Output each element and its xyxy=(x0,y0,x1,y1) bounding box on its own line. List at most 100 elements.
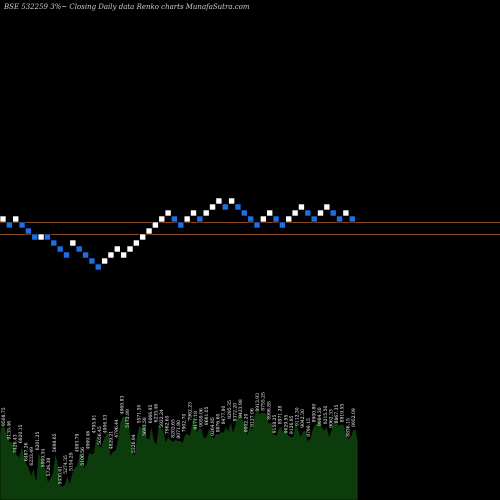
renko-brick-up xyxy=(209,203,216,211)
volume-label: 5869.34 xyxy=(41,449,47,468)
reference-lines xyxy=(0,222,500,235)
renko-brick-up xyxy=(164,209,172,217)
renko-brick-down xyxy=(272,215,280,223)
renko-brick-up xyxy=(183,215,191,223)
renko-brick-down xyxy=(88,257,96,265)
volume-label: 8661.05 xyxy=(204,406,210,425)
volume-label: 5106.56 xyxy=(80,447,86,466)
volume-label: 9029.95 xyxy=(283,414,289,433)
volume-label: 8952.09 xyxy=(351,408,357,427)
renko-brick-up xyxy=(298,203,305,211)
renko-brick-down xyxy=(25,227,32,235)
renko-brick-down xyxy=(177,221,185,229)
renko-brick-up xyxy=(139,233,146,241)
volume-label: 8799.15 xyxy=(306,418,312,437)
volume-label: 9158.25 xyxy=(272,414,278,433)
renko-brick-down xyxy=(253,221,261,229)
renko-brick-down xyxy=(279,221,286,229)
volume-label: 9062.33 xyxy=(328,409,334,428)
volume-label: 4969.83 xyxy=(120,396,126,415)
renko-brick-up xyxy=(120,251,127,259)
volume-label: 9002.20 xyxy=(244,414,250,433)
renko-brick-up xyxy=(260,215,267,223)
volume-label: 5693.58 xyxy=(142,417,148,436)
volume-label: 8372.20 xyxy=(232,403,238,422)
volume-label: 8477.80 xyxy=(221,405,227,424)
volume-label: 9508.75 xyxy=(1,407,7,426)
renko-brick-down xyxy=(329,209,337,217)
chart-title: BSE 532259 3%~ Closing Daily data Renko … xyxy=(3,3,250,11)
renko-brick-up xyxy=(107,251,115,259)
renko-brick-down xyxy=(44,233,51,241)
volume-label: 4829.21 xyxy=(108,431,114,450)
volume-label: 8913.93 xyxy=(255,393,261,412)
renko-brick-down xyxy=(171,215,178,223)
volume-label: 7962.65 xyxy=(165,415,171,434)
renko-brick-up xyxy=(202,209,210,217)
renko-brick-up xyxy=(215,197,223,205)
renko-brick-down xyxy=(310,215,318,223)
volume-label: 6487.26 xyxy=(24,442,30,461)
renko-brick-down xyxy=(75,245,83,253)
renko-brick-up xyxy=(291,209,299,217)
renko-brick-down xyxy=(18,221,26,229)
volume-label: 8819.55 xyxy=(340,404,346,423)
renko-brick-up xyxy=(323,203,331,211)
renko-brick-down xyxy=(56,245,64,253)
renko-brick-down xyxy=(50,239,58,247)
volume-label: 7902.70 xyxy=(182,414,188,433)
volume-label: 8071.80 xyxy=(176,420,182,439)
volume-label: 8755.25 xyxy=(261,392,267,411)
volume-label: 4795.81 xyxy=(91,414,97,433)
volume-label: 6920.15 xyxy=(18,424,24,443)
renko-brick-up xyxy=(0,215,7,223)
renko-brick-up xyxy=(285,215,293,223)
renko-brick-up xyxy=(266,209,274,217)
volume-label: 5922.24 xyxy=(159,409,165,428)
volume-label: 6233.49 xyxy=(29,447,35,466)
volume-label: 8900.80 xyxy=(311,404,317,423)
renko-brick-down xyxy=(221,203,229,211)
volume-label: 8202.65 xyxy=(170,419,176,438)
renko-brick-down xyxy=(336,215,343,223)
volume-label: 8971.28 xyxy=(278,405,284,424)
volume-label: 4796.44 xyxy=(114,419,120,438)
volume-label: 9171.18 xyxy=(193,411,199,430)
volume-label: 5698.65 xyxy=(52,433,58,452)
volume-label: 9059.06 xyxy=(199,408,205,427)
renko-brick-up xyxy=(114,245,121,253)
volume-label: 6201.25 xyxy=(35,432,41,451)
volume-label: 6235.46 xyxy=(153,404,159,423)
volume-label: 5274.35 xyxy=(63,455,69,474)
volume-label: 8295.35 xyxy=(227,400,233,419)
renko-brick-up xyxy=(133,239,140,247)
volume-label: 9084.30 xyxy=(317,407,323,426)
volume-area xyxy=(0,410,359,500)
renko-brick-down xyxy=(241,209,248,217)
renko-brick-down xyxy=(6,221,13,229)
renko-brick-down xyxy=(304,209,312,217)
volume-label: 9264.85 xyxy=(210,417,216,436)
renko-brick-up xyxy=(69,239,77,247)
renko-brick-up xyxy=(152,221,159,229)
volume-label: 7962.23 xyxy=(187,402,193,421)
volume-label: 4906.53 xyxy=(103,414,109,433)
volume-label: 9215.50 xyxy=(323,405,329,424)
volume-label: 9135.46 xyxy=(7,421,13,440)
volume-label: 5430.61 xyxy=(57,466,63,485)
volume-label: 8676.60 xyxy=(216,414,222,433)
renko-brick-up xyxy=(145,227,153,235)
renko-brick-up xyxy=(101,257,108,265)
renko-brick-down xyxy=(234,203,242,211)
renko-brick-up xyxy=(228,197,235,205)
renko-brick-down xyxy=(31,233,39,241)
volume-label: 4983.79 xyxy=(74,433,80,452)
renko-brick-down xyxy=(196,215,204,223)
volume-label: 7426.43 xyxy=(12,434,18,453)
renko-brick-up xyxy=(12,215,19,223)
volume-label: 5056.45 xyxy=(97,426,103,445)
volume-label: 6066.95 xyxy=(148,405,154,424)
